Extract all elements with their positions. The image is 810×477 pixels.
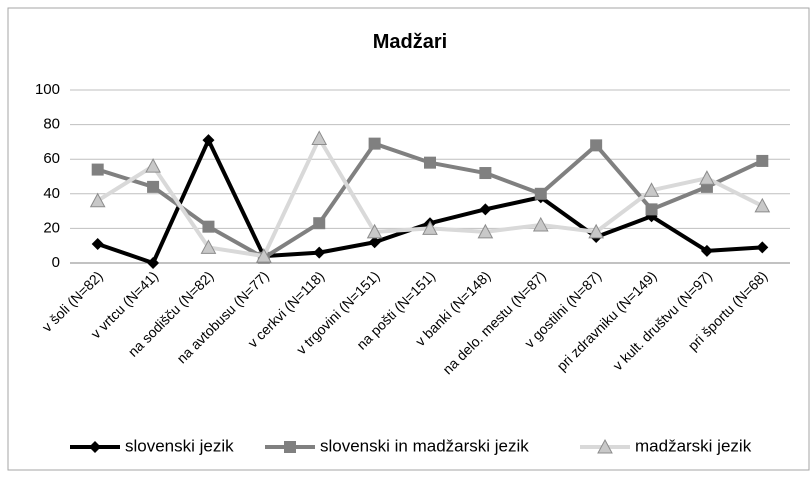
y-tick-label: 100 [35, 81, 60, 98]
marker [202, 134, 215, 147]
marker [645, 203, 658, 216]
series [91, 137, 769, 264]
marker [366, 223, 383, 239]
y-tick-label: 40 [43, 185, 60, 202]
marker [597, 438, 613, 454]
marker [200, 239, 217, 254]
marker [756, 154, 769, 167]
marker [147, 257, 160, 269]
marker [754, 197, 771, 213]
legend-label: slovenski in madžarski jezik [320, 436, 529, 455]
marker [699, 170, 715, 185]
chart-title: Madžari [373, 31, 447, 53]
series [89, 130, 771, 263]
marker [91, 237, 104, 250]
marker [147, 180, 160, 193]
marker [477, 223, 494, 239]
marker [91, 163, 104, 176]
marker [588, 223, 604, 239]
marker [202, 220, 215, 233]
marker [368, 137, 381, 150]
chart-border [7, 7, 810, 471]
marker [422, 220, 438, 235]
y-tick-label: 60 [43, 150, 60, 167]
marker [311, 130, 328, 145]
y-tick-label: 80 [43, 116, 60, 133]
y-tick-label: 0 [52, 254, 60, 271]
marker [368, 236, 381, 249]
marker [256, 248, 272, 263]
marker [313, 217, 326, 230]
legend-label: madžarski jezik [635, 436, 752, 455]
marker [700, 244, 713, 257]
y-tick-label: 20 [43, 219, 60, 236]
marker [643, 182, 660, 197]
marker [89, 192, 106, 208]
marker [424, 156, 436, 169]
marker [590, 139, 603, 152]
marker [479, 167, 492, 180]
legend-label: slovenski jezik [125, 436, 234, 455]
marker [756, 241, 769, 254]
marker [313, 246, 326, 259]
marker [89, 441, 101, 453]
marker [284, 441, 296, 453]
marker [145, 158, 161, 173]
marker [534, 187, 547, 200]
marker [532, 216, 549, 232]
marker [479, 203, 492, 216]
